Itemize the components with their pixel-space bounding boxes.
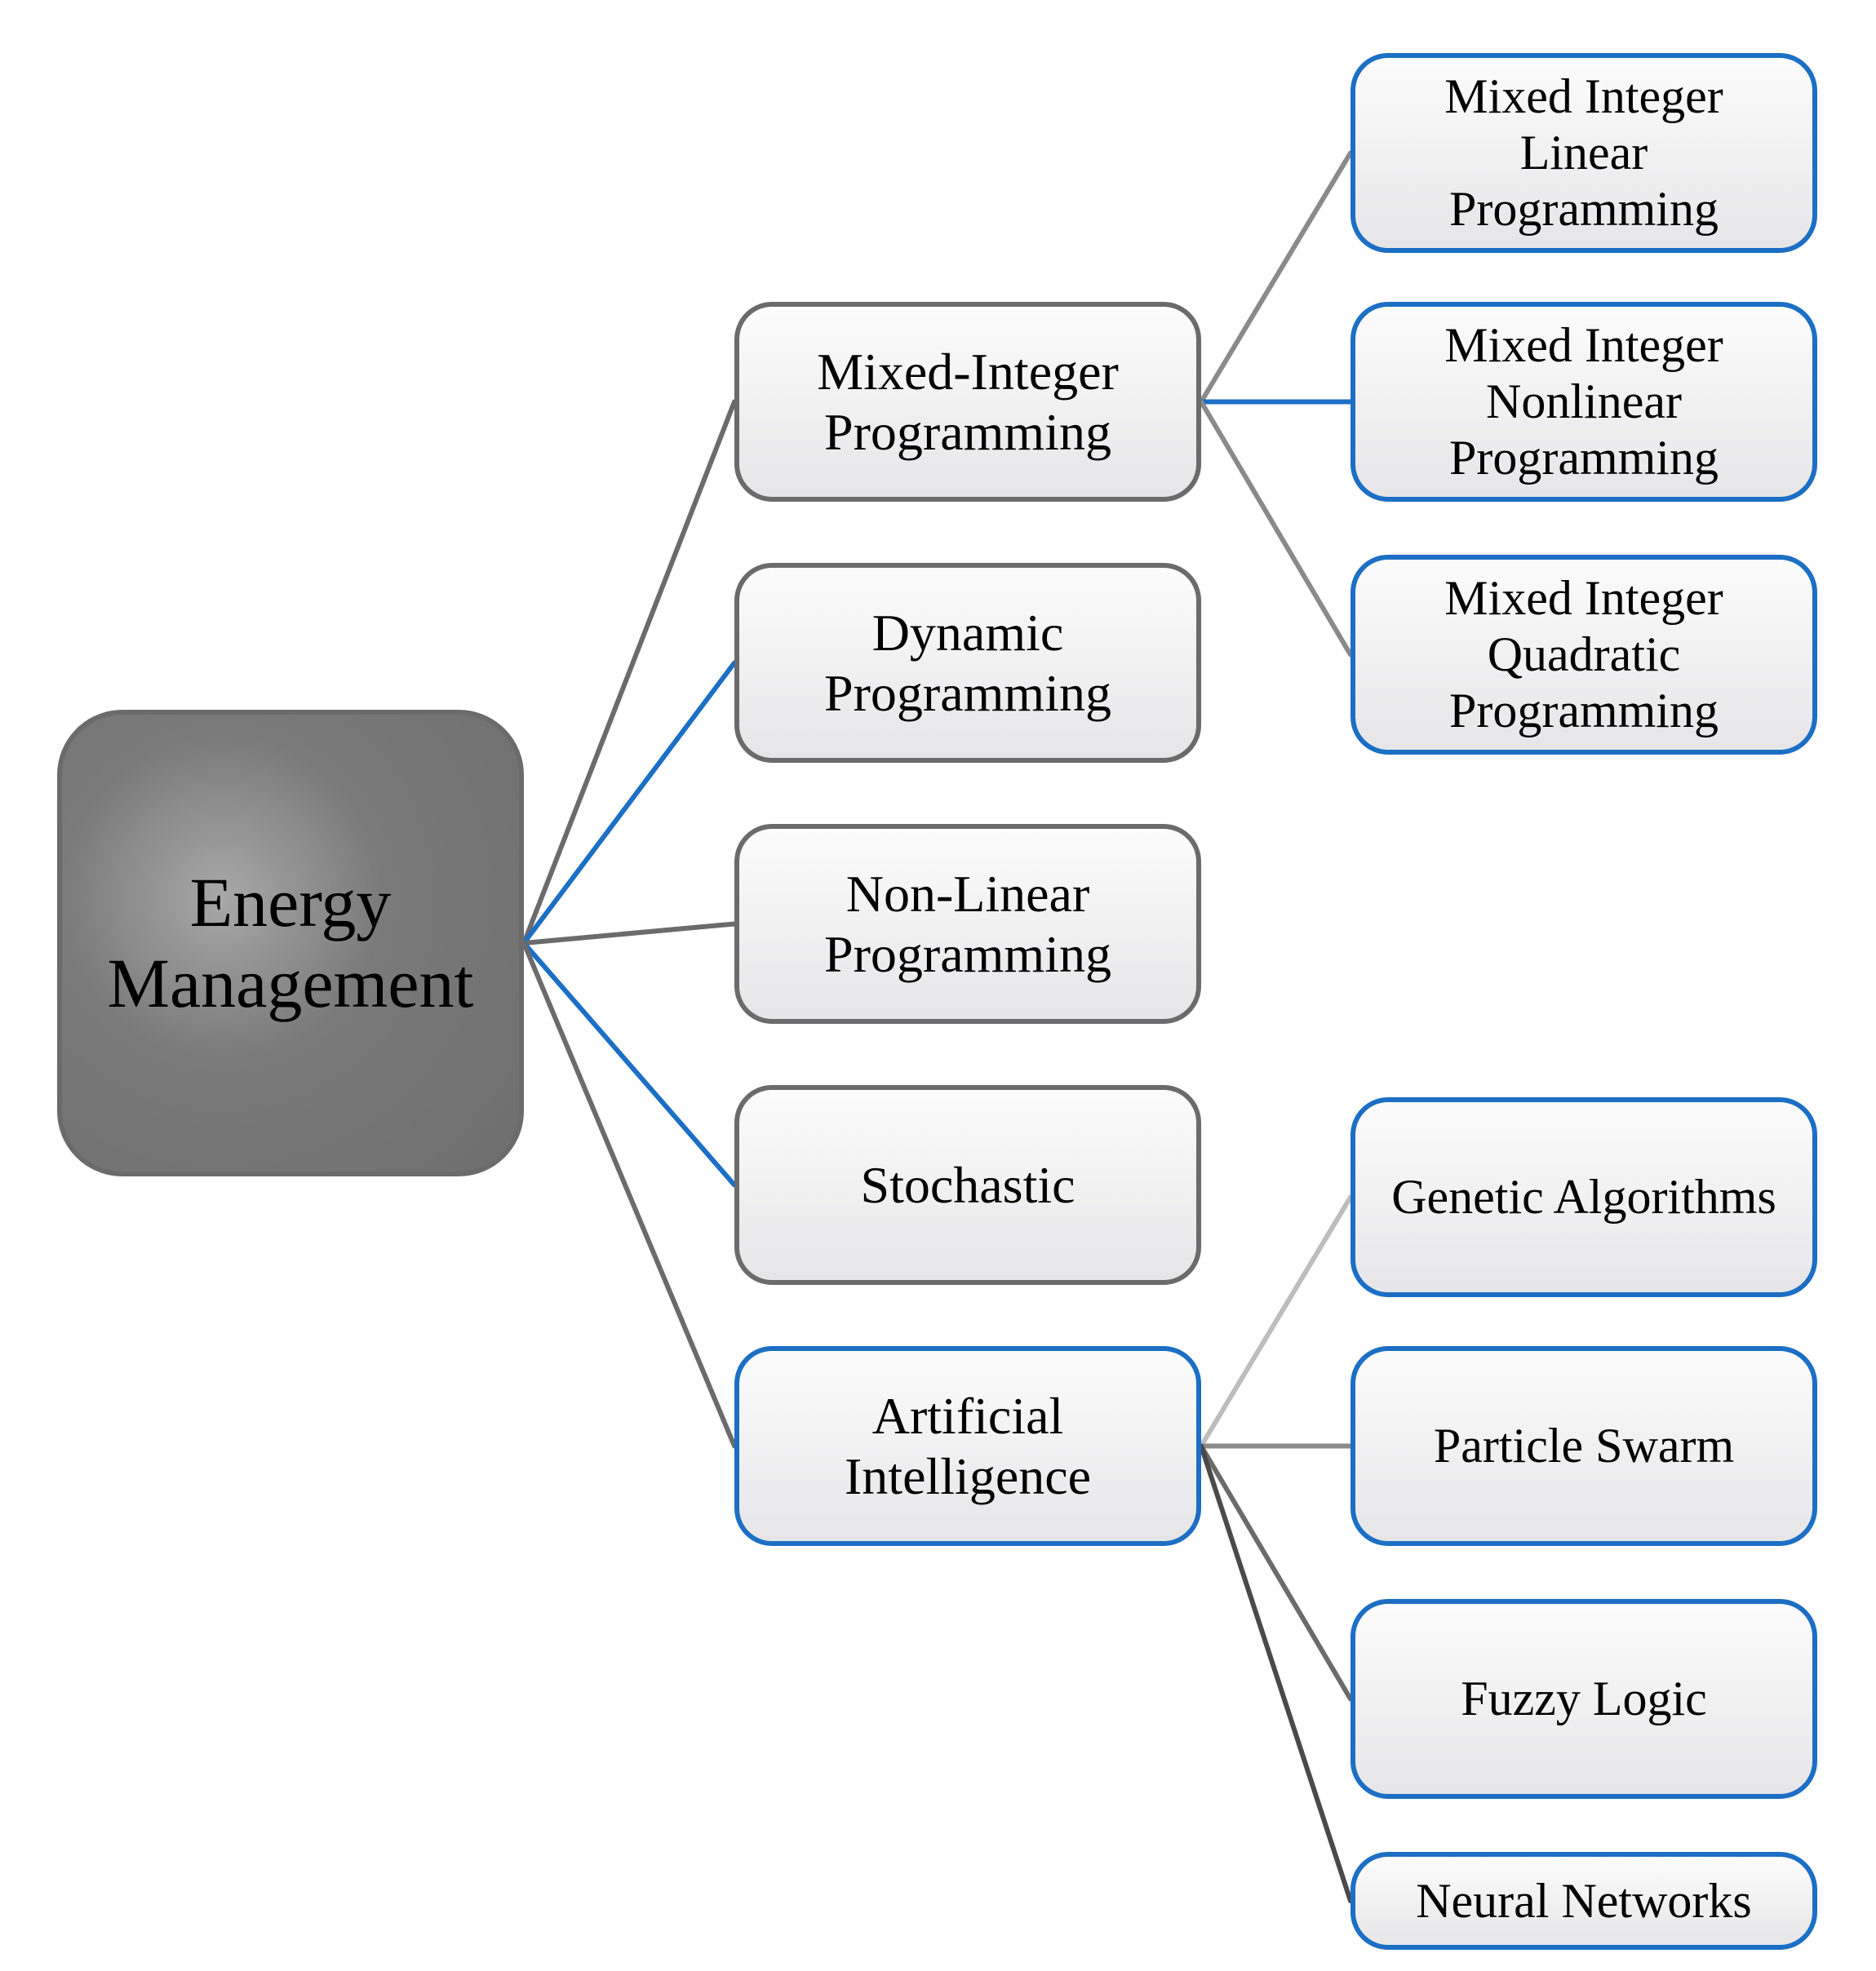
node-label: Mixed Integer Quadratic Programming <box>1444 570 1723 739</box>
node-miqp: Mixed Integer Quadratic Programming <box>1350 555 1817 755</box>
node-label: Dynamic Programming <box>824 603 1111 723</box>
edge-root-nlp <box>524 924 734 944</box>
node-label: Neural Networks <box>1416 1873 1752 1929</box>
edge-ai-fuzzy <box>1201 1446 1350 1699</box>
node-dyn: Dynamic Programming <box>734 563 1201 763</box>
node-ga: Genetic Algorithms <box>1350 1097 1817 1297</box>
edge-root-mip <box>524 402 734 944</box>
node-pso: Particle Swarm <box>1350 1346 1817 1546</box>
node-label: Particle Swarm <box>1434 1418 1734 1474</box>
node-label: Stochastic <box>860 1155 1075 1216</box>
node-label: Mixed Integer Nonlinear Programming <box>1444 317 1723 486</box>
edge-mip-miqp <box>1201 402 1350 655</box>
node-milp: Mixed Integer Linear Programming <box>1350 53 1817 253</box>
node-label: Fuzzy Logic <box>1461 1671 1707 1727</box>
node-label: Non-Linear Programming <box>824 864 1111 984</box>
edge-root-stoch <box>524 943 734 1185</box>
node-root: Energy Management <box>57 710 524 1176</box>
node-ai: Artificial Intelligence <box>734 1346 1201 1546</box>
edge-mip-milp <box>1201 153 1350 402</box>
node-label: Genetic Algorithms <box>1391 1169 1776 1225</box>
node-label: Mixed-Integer Programming <box>817 342 1119 462</box>
node-label: Mixed Integer Linear Programming <box>1444 69 1723 237</box>
node-nn: Neural Networks <box>1350 1852 1817 1950</box>
node-fuzzy: Fuzzy Logic <box>1350 1599 1817 1799</box>
edge-ai-ga <box>1201 1198 1350 1446</box>
node-minlp: Mixed Integer Nonlinear Programming <box>1350 302 1817 502</box>
node-label: Energy Management <box>108 862 474 1024</box>
node-mip: Mixed-Integer Programming <box>734 302 1201 502</box>
node-nlp: Non-Linear Programming <box>734 824 1201 1024</box>
edge-root-dyn <box>524 663 734 944</box>
node-stoch: Stochastic <box>734 1085 1201 1285</box>
edge-root-ai <box>524 943 734 1446</box>
diagram-canvas: Energy Management Mixed-Integer Programmi… <box>0 0 1876 1971</box>
node-label: Artificial Intelligence <box>845 1386 1091 1506</box>
edge-ai-nn <box>1201 1446 1350 1902</box>
